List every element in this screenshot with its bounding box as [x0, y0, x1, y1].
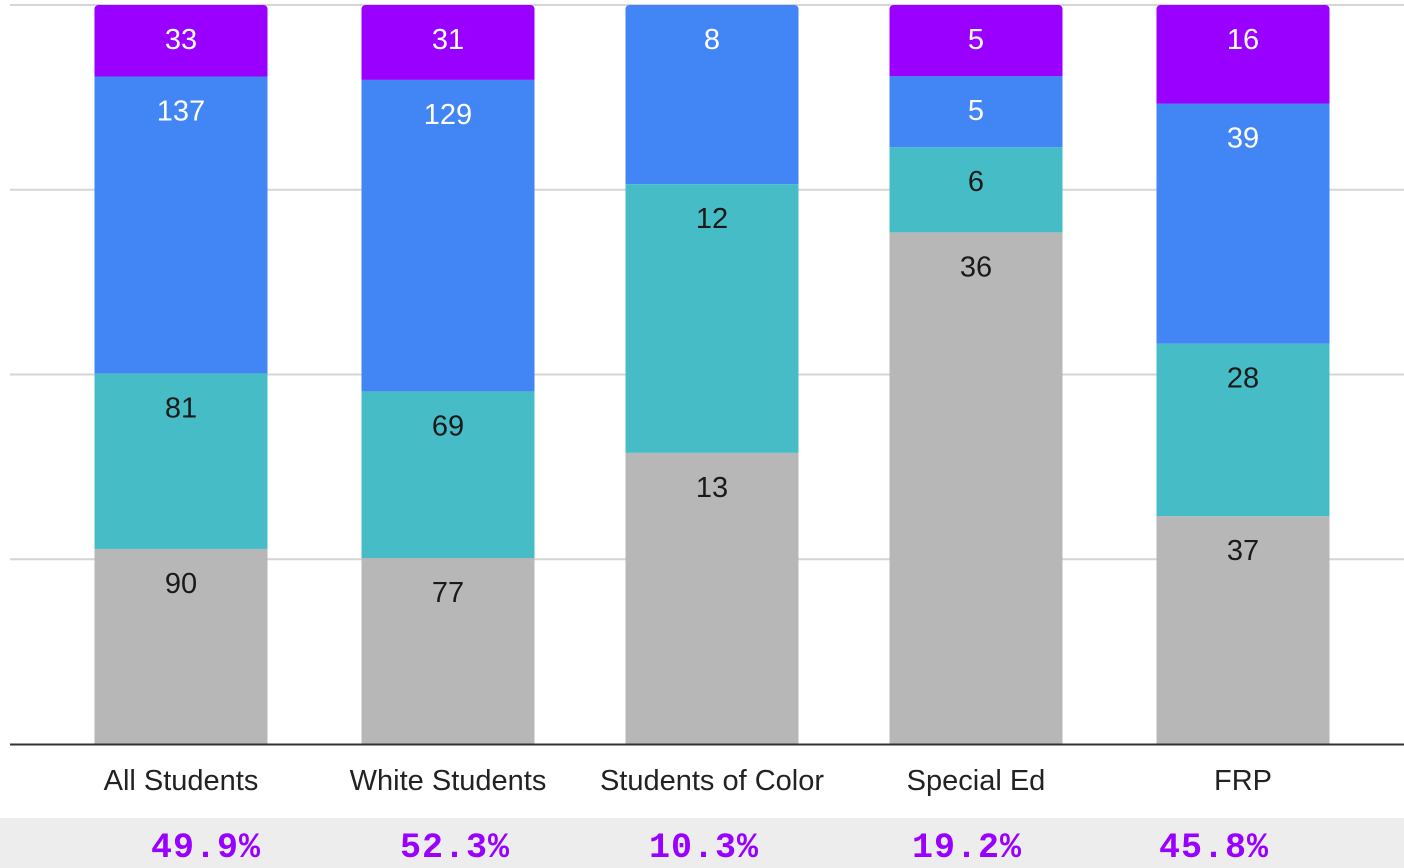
- bar-segment: [889, 232, 1063, 744]
- bar-segment: [94, 5, 268, 77]
- stacked-bar-chart: 90 81 137 33 77 69 129 31 13 12 8 36 6 5 5 37 28 39 16 All…: [10, 4, 1404, 797]
- bar-segment: [625, 452, 799, 744]
- category-label: White Students: [350, 765, 547, 797]
- bar-segment: [625, 184, 799, 453]
- data-label: 137: [157, 96, 205, 128]
- bar-segment: [1156, 103, 1330, 344]
- data-label: 5: [968, 95, 984, 127]
- data-label: 90: [165, 568, 197, 600]
- bar-segment: [94, 76, 268, 374]
- data-label: 129: [424, 99, 472, 131]
- data-label: 37: [1227, 535, 1259, 567]
- bars: [94, 5, 1330, 744]
- data-labels: 90 81 137 33 77 69 129 31 13 12 8 36 6 5 5 37 28 39 16: [157, 24, 1259, 609]
- data-label: 12: [696, 203, 728, 235]
- bar-segment: [889, 5, 1063, 77]
- bar-segment: [1156, 343, 1330, 517]
- category-label: Special Ed: [907, 765, 1046, 797]
- data-label: 36: [960, 251, 992, 283]
- data-label: 39: [1227, 123, 1259, 155]
- bar-segment: [361, 79, 535, 392]
- category-label: Students of Color: [600, 765, 824, 797]
- data-label: 6: [968, 166, 984, 198]
- percentage-value: 52.3%: [399, 828, 511, 868]
- bar-segment: [361, 391, 535, 559]
- bar-stack: [361, 5, 535, 744]
- bar-segment: [1156, 516, 1330, 744]
- data-label: 31: [432, 24, 464, 56]
- bar-segment: [361, 558, 535, 744]
- bar-segment: [889, 76, 1063, 148]
- bar-segment: [94, 373, 268, 549]
- percentage-value: 49.9%: [150, 828, 262, 868]
- bar-segment: [889, 147, 1063, 233]
- bar-segment: [625, 5, 799, 185]
- chart-panel: 90 81 137 33 77 69 129 31 13 12 8 36 6 5 5 37 28 39 16 All…: [0, 0, 1404, 818]
- bar-segment: [361, 5, 535, 80]
- data-label: 8: [704, 24, 720, 56]
- data-label: 81: [165, 392, 197, 424]
- percentage-value: 19.2%: [911, 828, 1023, 868]
- bar-stack: [94, 5, 268, 744]
- category-label: FRP: [1214, 765, 1272, 797]
- bar-stack: [625, 5, 799, 744]
- data-label: 69: [432, 410, 464, 442]
- percentage-value: 45.8%: [1158, 828, 1270, 868]
- percentage-value: 10.3%: [648, 828, 760, 868]
- category-labels: All Students White Students Students of Co…: [104, 765, 1272, 797]
- data-label: 16: [1227, 24, 1259, 56]
- bar-stack: [889, 5, 1063, 744]
- data-label: 33: [165, 24, 197, 56]
- bar-segment: [1156, 5, 1330, 104]
- data-label: 13: [696, 472, 728, 504]
- percentage-row: 49.9% 52.3% 10.3% 19.2% 45.8%: [0, 818, 1404, 868]
- data-label: 77: [432, 577, 464, 609]
- bar-segment: [94, 548, 268, 744]
- category-label: All Students: [104, 765, 259, 797]
- bar-stack: [1156, 5, 1330, 744]
- data-label: 5: [968, 24, 984, 56]
- data-label: 28: [1227, 363, 1259, 395]
